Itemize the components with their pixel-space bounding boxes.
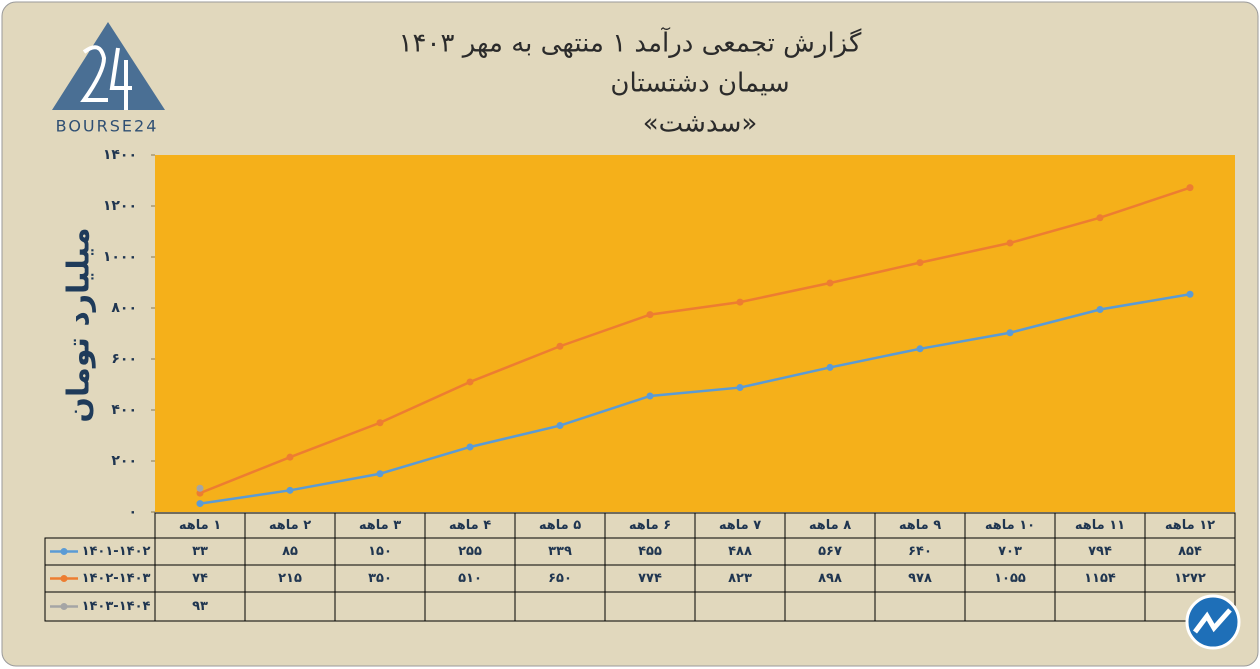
series-point bbox=[376, 419, 384, 427]
x-tick-label: ۷ ماهه bbox=[719, 518, 761, 533]
y-tick-label: ۶۰۰ bbox=[111, 351, 137, 367]
series-point bbox=[196, 489, 204, 497]
table-value: ۹۳ bbox=[192, 599, 208, 614]
table-value: ۹۷۸ bbox=[908, 571, 932, 586]
series-point bbox=[1096, 306, 1104, 314]
series-point bbox=[466, 378, 474, 386]
y-axis-label: میلیارد تومان bbox=[62, 227, 97, 422]
series-line bbox=[199, 186, 1191, 495]
x-tick-label: ۶ ماهه bbox=[629, 518, 671, 533]
y-tick-label: ۱۴۰۰ bbox=[103, 147, 137, 163]
series-point bbox=[286, 486, 294, 494]
x-tick-label: ۱۲ ماهه bbox=[1165, 518, 1215, 533]
logo-text: BOURSE24 bbox=[56, 117, 159, 136]
x-tick-label: ۹ ماهه bbox=[899, 518, 941, 533]
series-point bbox=[1186, 184, 1194, 192]
table-value: ۲۱۵ bbox=[278, 571, 302, 586]
table-value: ۵۱۰ bbox=[458, 571, 482, 586]
series-point bbox=[736, 384, 744, 392]
series-point bbox=[646, 392, 654, 400]
y-tick-label: ۸۰۰ bbox=[111, 300, 137, 316]
chart-subtitle: سیمان دشتستان bbox=[610, 69, 789, 99]
series-point bbox=[1186, 290, 1194, 298]
table-value: ۸۵۴ bbox=[1178, 544, 1202, 559]
x-tick-label: ۳ ماهه bbox=[359, 518, 401, 533]
table-value: ۷۹۴ bbox=[1088, 544, 1112, 559]
legend-swatch-point bbox=[60, 575, 68, 582]
table-value: ۴۵۵ bbox=[638, 544, 662, 559]
series-point bbox=[1006, 329, 1014, 337]
table-value: ۸۹۸ bbox=[818, 571, 842, 586]
x-tick-label: ۵ ماهه bbox=[539, 518, 581, 533]
logo-triangle bbox=[52, 22, 165, 110]
y-tick-label: ۱۰۰۰ bbox=[103, 249, 137, 265]
series-point bbox=[376, 470, 384, 478]
table-value: ۳۳۹ bbox=[548, 544, 572, 559]
x-tick-label: ۴ ماهه bbox=[449, 518, 491, 533]
series-point bbox=[1006, 239, 1014, 247]
series-point bbox=[466, 443, 474, 451]
table-value: ۷۷۴ bbox=[638, 571, 662, 586]
series-point bbox=[646, 311, 654, 319]
series-point bbox=[196, 500, 204, 508]
plot-area bbox=[155, 155, 1235, 512]
table-value: ۲۵۵ bbox=[458, 544, 482, 559]
y-tick-label: ۲۰۰ bbox=[111, 453, 137, 469]
x-tick-label: ۸ ماهه bbox=[809, 518, 851, 533]
corner-icon bbox=[1185, 594, 1241, 650]
series-point bbox=[556, 342, 564, 350]
y-tick-label: ۱۲۰۰ bbox=[103, 198, 137, 214]
legend-label: ۱۴۰۳-۱۴۰۴ bbox=[82, 599, 151, 614]
chart-subtitle: «سدشت» bbox=[643, 109, 758, 139]
series-line bbox=[199, 292, 1191, 505]
table-value: ۱۰۵۵ bbox=[994, 571, 1026, 586]
series-point bbox=[916, 259, 924, 267]
legend-swatch-point bbox=[60, 548, 68, 555]
series-point bbox=[196, 484, 204, 492]
legend-label: ۱۴۰۲-۱۴۰۳ bbox=[82, 571, 151, 586]
table-value: ۸۵ bbox=[282, 544, 298, 559]
x-tick-label: ۱۱ ماهه bbox=[1075, 518, 1125, 533]
table-value: ۱۵۰ bbox=[368, 544, 392, 559]
series-point bbox=[916, 345, 924, 353]
table-value: ۱۲۷۲ bbox=[1174, 571, 1206, 586]
table-value: ۷۰۳ bbox=[998, 544, 1022, 559]
table-value: ۱۱۵۴ bbox=[1084, 571, 1116, 586]
series-point bbox=[1096, 214, 1104, 222]
y-tick-label: ۰ bbox=[128, 504, 137, 520]
table-value: ۶۵۰ bbox=[548, 571, 572, 586]
x-tick-label: ۱ ماهه bbox=[179, 518, 221, 533]
series-point bbox=[736, 298, 744, 306]
series-point bbox=[286, 453, 294, 461]
chart-title: گزارش تجمعی درآمد ۱ منتهی به مهر ۱۴۰۳ bbox=[399, 27, 862, 59]
table-value: ۵۶۷ bbox=[818, 544, 842, 559]
series-point bbox=[826, 363, 834, 371]
logo-mark bbox=[80, 45, 132, 110]
legend-label: ۱۴۰۱-۱۴۰۲ bbox=[82, 544, 151, 559]
series-point bbox=[826, 279, 834, 287]
table-value: ۳۵۰ bbox=[368, 571, 392, 586]
table-value: ۷۴ bbox=[192, 571, 208, 586]
table-value: ۴۸۸ bbox=[728, 544, 752, 559]
x-tick-label: ۲ ماهه bbox=[269, 518, 311, 533]
legend-swatch-point bbox=[60, 603, 68, 610]
series-point bbox=[556, 422, 564, 430]
table-value: ۳۳ bbox=[192, 544, 208, 559]
x-tick-label: ۱۰ ماهه bbox=[985, 518, 1035, 533]
table-value: ۸۲۳ bbox=[728, 571, 752, 586]
y-tick-label: ۴۰۰ bbox=[111, 402, 137, 418]
table-value: ۶۴۰ bbox=[908, 544, 932, 559]
